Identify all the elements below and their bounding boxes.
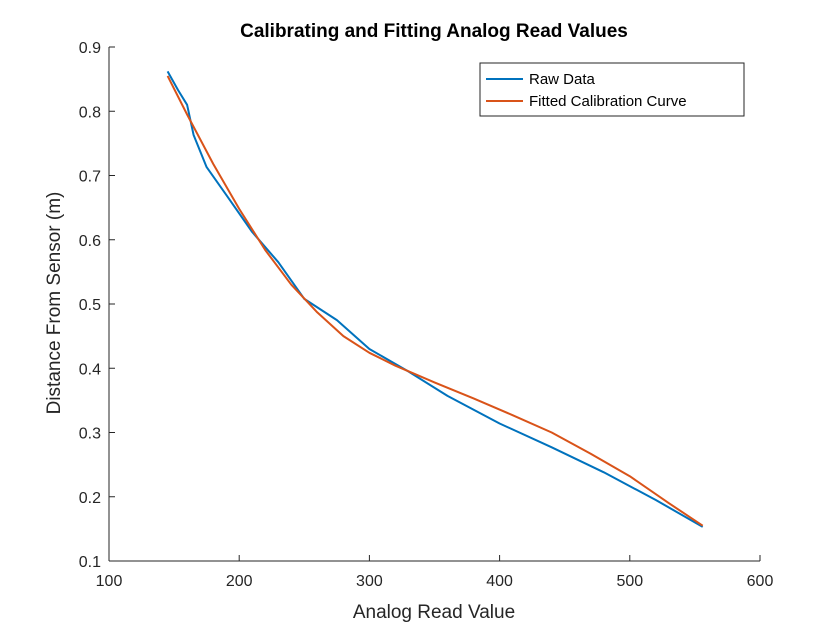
- x-tick-label: 600: [747, 573, 774, 590]
- series-line-fitted-calibration-curve: [166, 75, 704, 527]
- plot-area: [109, 47, 760, 561]
- x-tick-label: 400: [486, 573, 513, 590]
- y-tick-label: 0.9: [79, 40, 101, 57]
- y-tick-label: 0.3: [79, 426, 101, 443]
- x-tick-label: 100: [96, 573, 123, 590]
- series-line-raw-data: [166, 70, 704, 528]
- x-axis-label: Analog Read Value: [353, 602, 515, 623]
- chart-title: Calibrating and Fitting Analog Read Valu…: [240, 21, 628, 42]
- axes: 100 200 300 400 500 600 0.1 0.2 0.3 0.4 0.5 0.6 0.7 0…: [79, 40, 774, 590]
- legend-box: [479, 62, 745, 117]
- y-tick-label: 0.1: [79, 554, 101, 571]
- legend: Raw Data Fitted Calibration Curve: [479, 62, 745, 117]
- x-tick-label: 200: [226, 573, 253, 590]
- y-tick-label: 0.7: [79, 169, 101, 186]
- x-tick-label: 300: [356, 573, 383, 590]
- y-tick-label: 0.5: [79, 297, 101, 314]
- y-tick-label: 0.2: [79, 490, 101, 507]
- legend-label: Raw Data: [529, 71, 596, 88]
- series-lines: [166, 70, 704, 528]
- y-axis-label: Distance From Sensor (m): [44, 192, 65, 415]
- y-tick-label: 0.4: [79, 361, 101, 378]
- x-tick-label: 500: [616, 573, 643, 590]
- y-tick-label: 0.6: [79, 233, 101, 250]
- y-tick-label: 0.8: [79, 104, 101, 121]
- legend-label: Fitted Calibration Curve: [529, 93, 687, 110]
